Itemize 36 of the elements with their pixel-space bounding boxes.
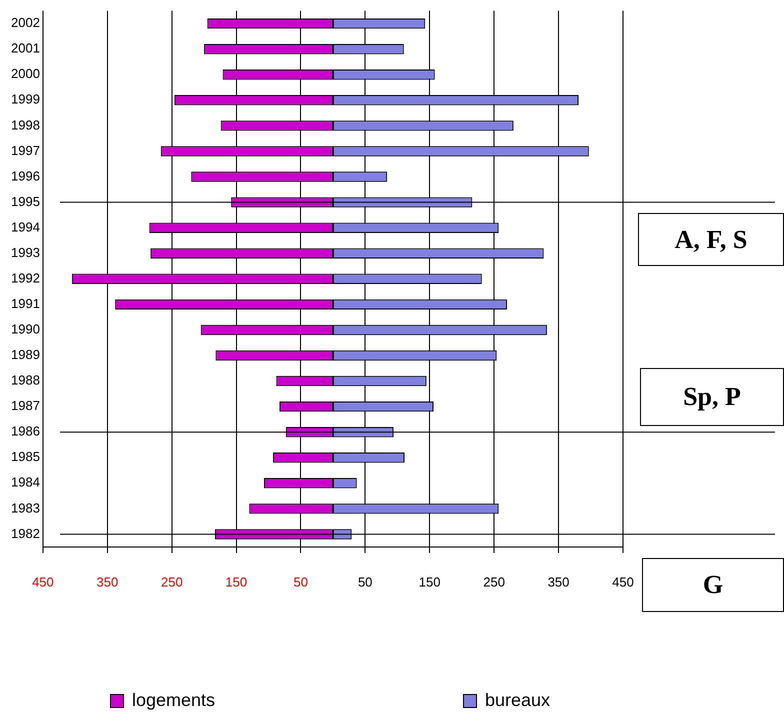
y-tick-label: 1992 [11,270,40,286]
y-tick-label: 1995 [11,194,40,209]
x-tick-label: 450 [612,574,634,590]
y-tick-label: 1998 [11,117,40,132]
y-tick-label: 1994 [11,219,40,234]
x-tick-label: 350 [96,574,118,590]
y-tick-label: 1996 [11,168,40,184]
y-tick-label: 1984 [11,474,40,490]
x-tick-label: 250 [483,574,505,590]
x-tick-label: 150 [418,574,440,590]
y-tick-label: 1988 [11,372,40,388]
x-tick-label: 50 [294,574,308,590]
y-tick-label: 1999 [11,92,40,107]
text: A, F, S [638,213,784,266]
legend-label: bureaux [485,690,550,711]
y-tick-label: 1991 [11,296,40,312]
y-tick-label: 1983 [11,500,40,516]
y-tick-label: 1985 [11,449,40,464]
y-tick-label: 1990 [11,322,40,337]
y-tick-label: 1993 [11,244,40,260]
x-tick-label: 450 [32,574,54,590]
y-tick-label: 1986 [11,424,40,439]
y-tick-label: 1997 [11,142,40,158]
y-tick-label: 2001 [11,40,40,56]
x-tick-label: 50 [358,574,372,590]
y-tick-label: 1987 [11,398,40,414]
text: Sp, P [640,368,784,426]
text: G [642,558,784,612]
legend-label: logements [132,690,216,711]
x-tick-label: 150 [225,574,248,590]
y-tick-label: 2002 [11,15,40,30]
y-tick-label: 1989 [11,347,40,362]
x-tick-label: 250 [160,574,183,590]
y-tick-label: 2000 [11,66,40,82]
x-tick-label: 350 [548,574,570,590]
y-tick-label: 1982 [11,526,40,541]
